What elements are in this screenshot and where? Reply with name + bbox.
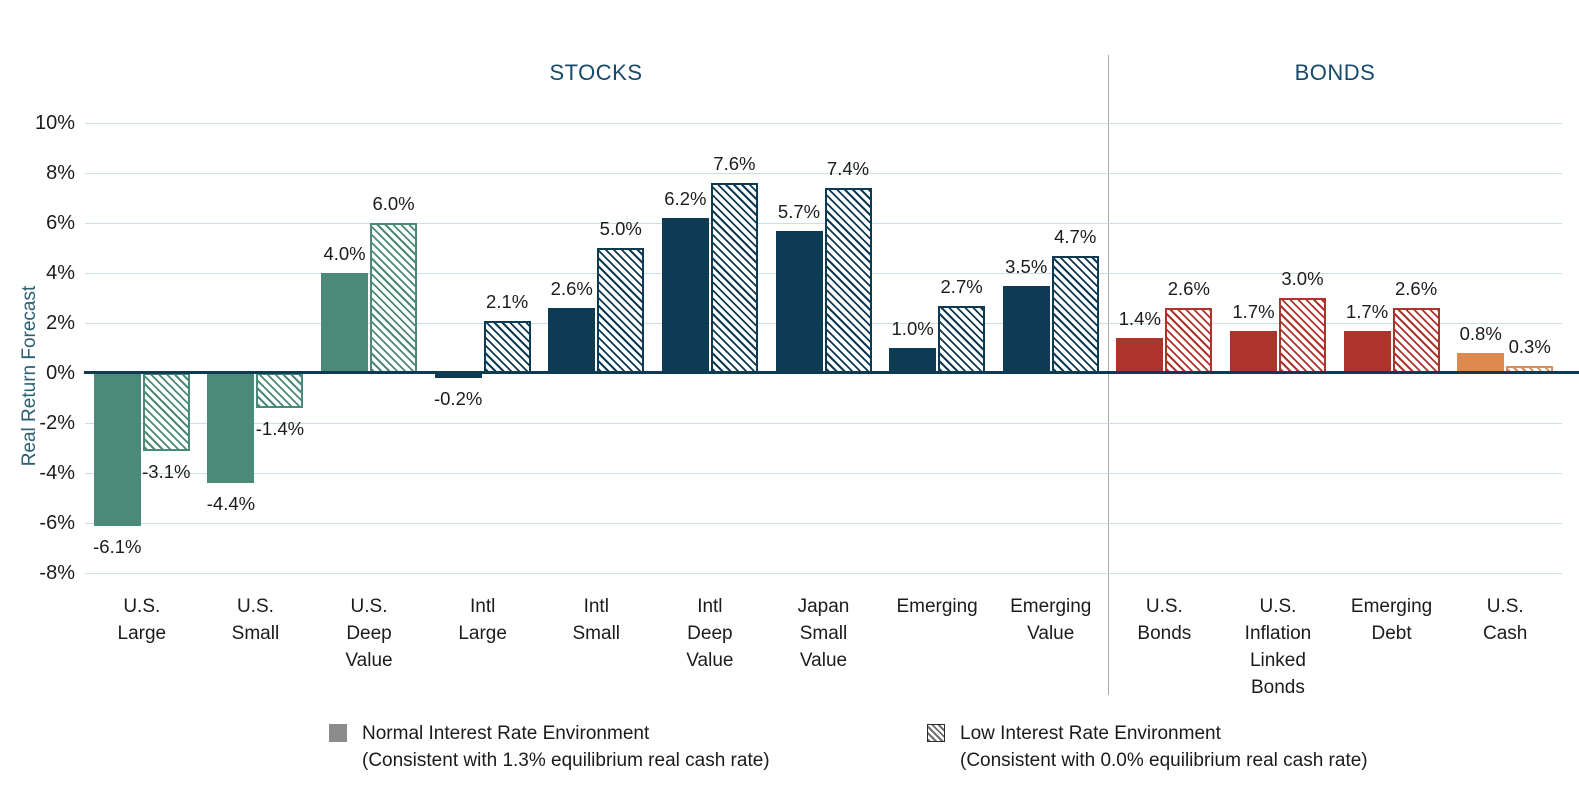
gridline-8 [85,173,1562,174]
gridline--6 [85,523,1562,524]
xlabel-u-s-cash: U.S. Cash [1483,596,1528,644]
gridline--2 [85,423,1562,424]
legend-hatched-swatch-icon [927,724,945,742]
bar-intl-deep-value-normal [661,218,709,373]
value-label-u-s-small-normal: -4.4% [206,493,256,514]
bar-u-s-small-low [256,373,304,408]
bar-japan-small-value-normal [775,230,823,373]
legend-low-label: Low Interest Rate Environment [960,723,1221,744]
bar-emerging-debt-low [1392,308,1440,373]
value-label-intl-deep-value-low: 7.6% [713,153,756,174]
gridline-10 [85,123,1562,124]
ytick--2: -2% [39,412,75,434]
bar-intl-large-low [483,320,531,373]
bar-intl-small-normal [548,308,596,373]
value-label-u-s-small-low: -1.4% [255,418,305,439]
value-label-emerging-debt-normal: 1.7% [1345,300,1389,322]
value-label-intl-deep-value-normal: 6.2% [664,188,707,209]
bar-u-s-large-low [142,373,190,451]
xlabel-u-s-inflation-linked-bonds: U.S. Inflation Linked Bonds [1244,596,1312,698]
bar-u-s-cash-normal [1457,353,1505,373]
legend-normal-label: Normal Interest Rate Environment [362,723,650,744]
value-label-emerging-value-low: 4.7% [1054,225,1097,247]
section-title-stocks: STOCKS [549,60,643,85]
gridline--8 [85,573,1562,574]
bar-u-s-inflation-linked-bonds-normal [1229,330,1277,373]
value-label-u-s-cash-low: 0.3% [1508,335,1551,357]
section-divider-line [1108,55,1109,695]
bar-u-s-large-normal [93,373,141,526]
value-label-u-s-deep-value-low: 6.0% [372,193,415,214]
zero-axis-line [84,371,1579,374]
ytick-2: 2% [46,312,75,334]
bar-emerging-debt-normal [1343,330,1391,373]
value-label-intl-small-low: 5.0% [599,218,642,239]
bar-u-s-deep-value-low [370,223,418,373]
xlabel-u-s-small: U.S. Small [231,596,280,644]
value-label-emerging-value-normal: 3.5% [1005,255,1048,277]
value-label-u-s-inflation-linked-bonds-normal: 1.7% [1232,300,1275,322]
ytick-0: 0% [46,362,75,384]
value-label-u-s-inflation-linked-bonds-low: 3.0% [1281,268,1324,289]
bar-u-s-small-normal [207,373,255,483]
bar-intl-deep-value-low [710,183,758,373]
bar-u-s-bonds-low [1165,308,1213,373]
legend-item-normal: Normal Interest Rate Environment (Consis… [329,720,770,774]
xlabel-emerging-debt: Emerging Debt [1350,596,1433,644]
xlabel-u-s-deep-value: U.S. Deep Value [345,596,393,671]
bar-emerging-value-normal [1002,285,1050,373]
value-label-japan-small-value-low: 7.4% [826,158,870,179]
ytick-10: 10% [34,112,75,134]
gridline-6 [85,223,1562,224]
value-label-intl-large-normal: -0.2% [433,388,483,409]
value-label-emerging-debt-low: 2.6% [1394,278,1438,299]
ytick--8: -8% [39,562,75,584]
value-label-u-s-bonds-normal: 1.4% [1118,308,1161,329]
bar-japan-small-value-low [824,188,872,373]
ytick-4: 4% [46,262,75,284]
xlabel-emerging-value: Emerging Value [1010,596,1092,644]
xlabel-u-s-large: U.S. Large [117,596,167,644]
value-label-emerging-normal: 1.0% [891,318,934,339]
value-label-intl-small-normal: 2.6% [550,278,593,299]
bar-u-s-bonds-normal [1116,338,1164,373]
legend-low-sublabel: (Consistent with 0.0% equilibrium real c… [960,750,1368,771]
ytick-8: 8% [46,162,75,184]
xlabel-u-s-bonds: U.S. Bonds [1137,596,1192,644]
legend: Normal Interest Rate Environment (Consis… [0,720,1579,782]
xlabel-intl-deep-value: Intl Deep Value [686,596,734,671]
bar-intl-small-low [597,248,645,373]
value-label-u-s-large-normal: -6.1% [93,535,142,557]
legend-normal-sublabel: (Consistent with 1.3% equilibrium real c… [362,750,770,771]
legend-solid-swatch-icon [329,724,347,742]
bar-u-s-inflation-linked-bonds-low [1278,298,1326,373]
value-label-emerging-low: 2.7% [940,275,983,297]
xlabel-emerging: Emerging [896,596,978,617]
bar-u-s-deep-value-normal [321,273,369,373]
ytick-6: 6% [46,212,75,234]
ytick--6: -6% [39,512,75,534]
ytick--4: -4% [39,462,75,484]
legend-item-low: Low Interest Rate Environment (Consisten… [927,720,1368,774]
bar-emerging-low [938,305,986,373]
value-label-u-s-cash-normal: 0.8% [1459,323,1502,344]
gridline-4 [85,273,1562,274]
bar-emerging-normal [889,348,937,373]
section-title-bonds: BONDS [1294,60,1376,85]
xlabel-japan-small-value: Japan Small Value [797,596,850,671]
value-label-intl-large-low: 2.1% [486,290,529,312]
value-label-japan-small-value-normal: 5.7% [777,200,821,222]
gridline--4 [85,473,1562,474]
value-label-u-s-deep-value-normal: 4.0% [323,243,366,264]
xlabel-intl-small: Intl Small [572,596,621,644]
xlabel-intl-large: Intl Large [458,596,507,644]
value-label-u-s-large-low: -3.1% [142,460,191,482]
value-label-u-s-bonds-low: 2.6% [1167,278,1210,299]
gridline-2 [85,323,1562,324]
bar-intl-large-normal [434,373,482,378]
bar-emerging-value-low [1051,255,1099,373]
